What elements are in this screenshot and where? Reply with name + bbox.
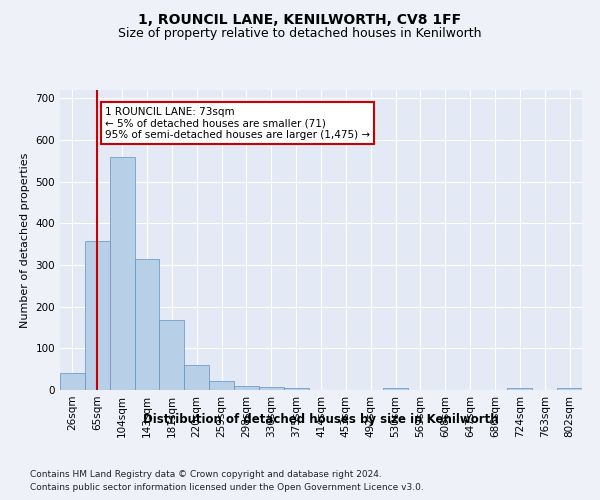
- Bar: [209, 381, 234, 390]
- Bar: [85, 242, 110, 390]
- Bar: [184, 365, 209, 390]
- Bar: [284, 388, 308, 390]
- Bar: [160, 320, 184, 390]
- Text: Distribution of detached houses by size in Kenilworth: Distribution of detached houses by size …: [143, 412, 499, 426]
- Bar: [234, 386, 259, 390]
- Bar: [110, 156, 134, 390]
- Text: Contains HM Land Registry data © Crown copyright and database right 2024.: Contains HM Land Registry data © Crown c…: [30, 470, 382, 479]
- Text: 1, ROUNCIL LANE, KENILWORTH, CV8 1FF: 1, ROUNCIL LANE, KENILWORTH, CV8 1FF: [139, 12, 461, 26]
- Bar: [259, 387, 284, 390]
- Text: Size of property relative to detached houses in Kenilworth: Size of property relative to detached ho…: [118, 28, 482, 40]
- Y-axis label: Number of detached properties: Number of detached properties: [20, 152, 30, 328]
- Text: 1 ROUNCIL LANE: 73sqm
← 5% of detached houses are smaller (71)
95% of semi-detac: 1 ROUNCIL LANE: 73sqm ← 5% of detached h…: [105, 106, 370, 140]
- Text: Contains public sector information licensed under the Open Government Licence v3: Contains public sector information licen…: [30, 482, 424, 492]
- Bar: [508, 388, 532, 390]
- Bar: [60, 374, 85, 390]
- Bar: [134, 259, 160, 390]
- Bar: [557, 388, 582, 390]
- Bar: [383, 388, 408, 390]
